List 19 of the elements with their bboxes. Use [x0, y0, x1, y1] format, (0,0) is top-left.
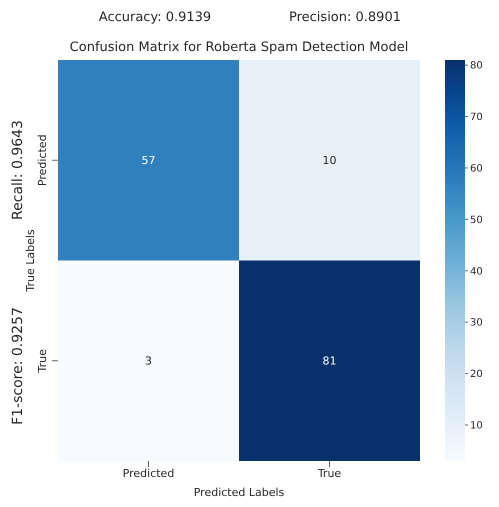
color-bar-label: 30 [470, 318, 483, 329]
data-label: 57 [142, 154, 156, 167]
text: Precision: 0.8901 [288, 10, 402, 25]
text: Accuracy: 0.9139 [98, 10, 212, 25]
color-bar-label: 80 [470, 60, 483, 72]
text: Recall: 0.9643 [10, 120, 26, 220]
color-bar-label: 70 [470, 112, 483, 124]
data-label: 10 [322, 154, 336, 167]
y-axis-title: True Labels [24, 229, 37, 293]
color-bar-label: 20 [470, 369, 483, 380]
x-axis-title: Predicted Labels [194, 486, 285, 499]
color-bar-label: 10 [470, 420, 483, 432]
text: F1-score: 0.9257 [10, 307, 26, 425]
data-label: 81 [322, 354, 336, 368]
data-label: 3 [145, 354, 152, 368]
color-bar-label: 60 [470, 164, 483, 175]
chart-title: Confusion Matrix for Roberta Spam Detection Model [68, 40, 410, 55]
color-bar-label: 50 [470, 214, 483, 226]
color-bar-label: 40 [470, 266, 483, 278]
